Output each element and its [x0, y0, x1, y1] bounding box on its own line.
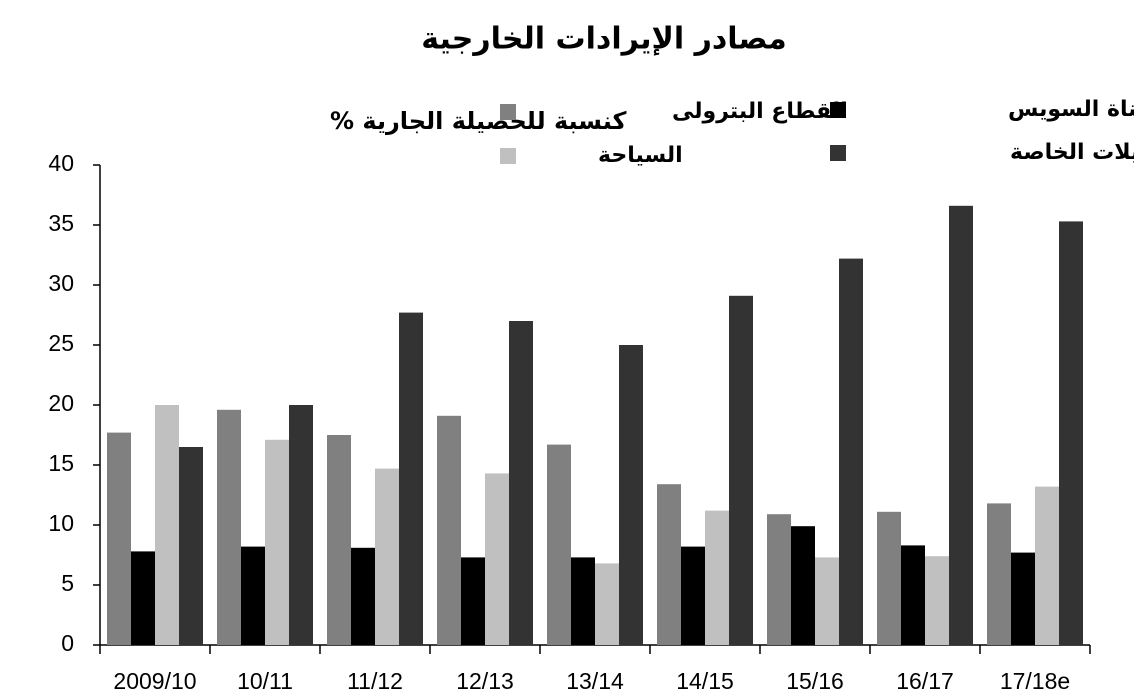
legend-swatch: [500, 104, 516, 120]
bar: [265, 439, 289, 645]
bar: [1011, 552, 1035, 645]
bar: [767, 514, 791, 645]
bar: [485, 473, 509, 645]
bar: [131, 551, 155, 645]
legend-label: التحويلات الخاصة: [1010, 140, 1134, 165]
bar: [949, 205, 973, 646]
bar: [155, 405, 179, 645]
bar: [217, 409, 241, 645]
bar: [375, 468, 399, 645]
x-tick-label: 11/12: [347, 668, 403, 694]
x-tick-label: 12/13: [456, 668, 514, 694]
chart-title: مصادر الإيرادات الخارجية: [421, 22, 786, 57]
legend-swatch: [830, 145, 846, 161]
bar: [987, 503, 1011, 645]
x-tick-label: 2009/10: [113, 668, 196, 694]
y-tick-label: 35: [48, 210, 74, 236]
bar: [1059, 221, 1083, 645]
y-tick-label: 25: [48, 330, 74, 356]
x-tick-label: 15/16: [786, 668, 844, 694]
y-tick-label: 0: [61, 630, 74, 656]
legend-swatch: [830, 102, 846, 118]
bar: [179, 447, 203, 645]
bar: [925, 556, 949, 645]
bar: [399, 312, 423, 645]
y-tick-label: 30: [48, 270, 74, 296]
y-tick-label: 20: [48, 390, 74, 416]
bar: [901, 545, 925, 645]
y-tick-label: 40: [48, 150, 74, 176]
bar: [327, 435, 351, 645]
bar: [877, 511, 901, 645]
bar: [705, 510, 729, 645]
bar: [547, 444, 571, 645]
bar: [815, 557, 839, 645]
legend-label: القطاع البترولى: [672, 99, 848, 124]
bar: [681, 546, 705, 645]
bar: [595, 563, 619, 645]
bar: [351, 547, 375, 645]
bar: [437, 415, 461, 645]
bar: [461, 557, 485, 645]
x-tick-label: 14/15: [676, 668, 734, 694]
bar: [839, 258, 863, 645]
bar: [1035, 486, 1059, 645]
bar: [657, 484, 681, 645]
y-tick-label: 10: [48, 510, 74, 536]
bar: [289, 405, 313, 645]
bar: [107, 432, 131, 645]
bar: [509, 321, 533, 645]
x-tick-label: 16/17: [896, 668, 954, 694]
y-axis-label: كنسبة للحصيلة الجارية %: [330, 107, 627, 135]
bar: [619, 345, 643, 645]
y-tick-label: 15: [48, 450, 74, 476]
legend-label: السياحة: [598, 143, 683, 168]
bar: [729, 295, 753, 645]
legend-swatch: [500, 148, 516, 164]
bar: [241, 546, 265, 645]
x-tick-label: 13/14: [566, 668, 624, 694]
x-tick-label: 10/11: [237, 668, 293, 694]
legend-label: قناة السويس: [1008, 97, 1134, 122]
bar: [791, 526, 815, 645]
bar: [571, 557, 595, 645]
x-tick-label: 17/18e: [1000, 668, 1070, 694]
y-tick-label: 5: [61, 570, 74, 596]
